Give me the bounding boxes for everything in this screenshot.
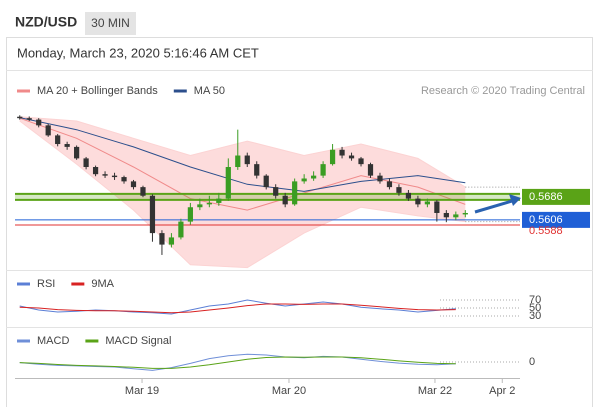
interval-box[interactable] <box>85 12 136 35</box>
candle-body <box>55 135 61 145</box>
candle-body <box>292 181 298 205</box>
y-tick-label: 50 <box>529 302 541 314</box>
candle-body <box>320 164 326 176</box>
bollinger-fill <box>19 116 466 268</box>
candle-body <box>159 233 165 245</box>
indicator-line <box>19 303 456 314</box>
y-tick-label: 30 <box>529 310 541 322</box>
source: Research © 2020 Trading Central <box>421 85 585 97</box>
candle-body <box>178 221 184 238</box>
interval[interactable]: 30 MIN <box>91 16 130 30</box>
ma-line <box>19 117 466 211</box>
candle-body <box>187 207 193 222</box>
legend-label: MACD <box>37 335 69 347</box>
candle-body <box>396 187 402 193</box>
level-label: 0.5588 <box>529 225 563 237</box>
arrow-head <box>509 194 521 206</box>
candle-body <box>405 192 412 199</box>
candle-body <box>45 125 51 136</box>
y-tick-label: 70 <box>529 294 541 306</box>
candle-body <box>197 204 203 208</box>
ma-line <box>19 117 466 192</box>
candle-body <box>443 212 449 218</box>
candle-body <box>254 164 260 176</box>
candle-body <box>216 198 222 203</box>
bollinger-lower <box>19 120 466 269</box>
candle-body <box>273 187 279 196</box>
x-tick-label: Mar 22 <box>418 385 452 397</box>
candle-body <box>149 195 156 234</box>
candle-body <box>225 167 231 199</box>
y-tick-label: 0 <box>529 356 535 368</box>
candle-body <box>329 149 336 165</box>
candle-body <box>311 175 317 179</box>
legend-label: MA 50 <box>194 85 225 97</box>
candle-body <box>301 178 307 182</box>
candle-body <box>235 155 241 168</box>
candle-body <box>263 175 269 188</box>
forecast-arrow <box>474 194 521 214</box>
level-band <box>15 193 520 200</box>
x-tick-label: Apr 2 <box>489 385 515 397</box>
candle-body <box>244 155 250 165</box>
candle-body <box>17 116 23 119</box>
candle-body <box>415 198 421 205</box>
candle-body <box>358 158 364 165</box>
candle-body <box>102 174 108 176</box>
candle-body <box>453 214 459 218</box>
candle-body <box>26 118 32 120</box>
legend-label: MACD Signal <box>105 335 171 347</box>
bollinger-upper <box>19 116 466 188</box>
legend-label: 9MA <box>91 278 114 290</box>
candle-body <box>377 175 383 182</box>
candle-body <box>386 181 393 188</box>
candle-body <box>282 195 288 205</box>
indicator-line <box>19 353 456 371</box>
indicator-line <box>19 356 456 369</box>
level-label-box <box>522 211 590 228</box>
candle-body <box>367 164 374 176</box>
level-label: 0.5606 <box>529 214 563 226</box>
level-label: 0.5686 <box>529 191 563 203</box>
indicator-line <box>19 299 456 315</box>
date: Monday, March 23, 2020 5:16:46 AM CET <box>17 45 259 60</box>
candle-body <box>348 155 355 159</box>
candle-body <box>36 119 42 126</box>
candle-body <box>140 187 146 196</box>
candle-body <box>168 237 175 245</box>
candle-body <box>64 144 70 147</box>
candle-body <box>83 158 89 168</box>
candle-body <box>74 146 80 159</box>
level-label-box <box>522 188 590 205</box>
legend-label: MA 20 + Bollinger Bands <box>37 85 158 97</box>
candle-body <box>121 177 127 182</box>
candle-body <box>111 175 118 178</box>
arrow-shaft <box>474 199 513 214</box>
legend-label: RSI <box>37 278 55 290</box>
frame <box>6 37 593 407</box>
x-tick-label: Mar 19 <box>125 385 159 397</box>
x-tick-label: Mar 20 <box>272 385 306 397</box>
candle-body <box>462 212 468 215</box>
symbol: NZD/USD <box>15 14 77 30</box>
candle-body <box>424 201 430 205</box>
candle-body <box>434 201 440 213</box>
candle-body <box>339 149 345 156</box>
candle-body <box>92 167 99 175</box>
candle-body <box>130 181 137 188</box>
candle-body <box>206 202 212 205</box>
